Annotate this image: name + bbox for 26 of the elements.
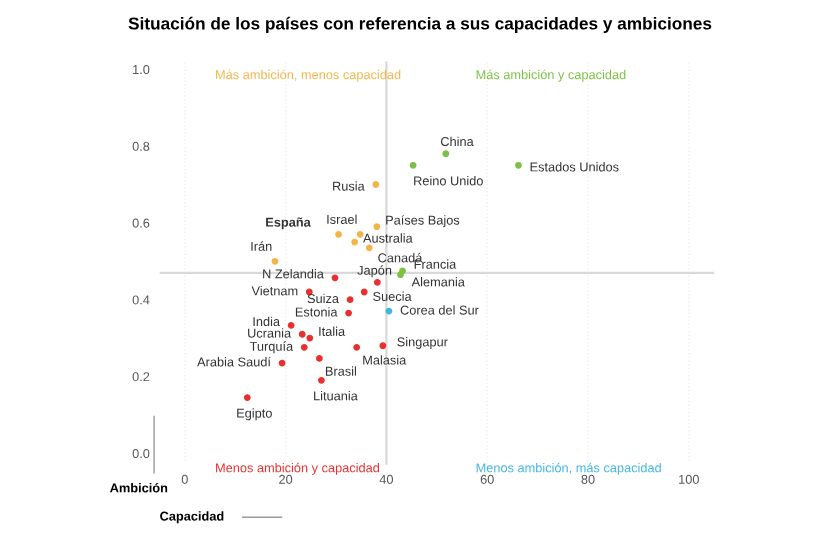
point bbox=[346, 296, 354, 304]
point bbox=[409, 161, 417, 169]
point bbox=[300, 343, 308, 351]
point bbox=[385, 307, 393, 315]
point bbox=[345, 309, 352, 317]
point bbox=[317, 376, 325, 384]
point bbox=[335, 231, 342, 238]
point bbox=[331, 274, 339, 282]
point bbox=[298, 330, 306, 338]
point bbox=[373, 279, 381, 286]
point bbox=[373, 223, 381, 231]
point bbox=[287, 322, 295, 329]
point bbox=[306, 334, 314, 342]
point bbox=[360, 288, 368, 296]
point bbox=[351, 238, 359, 246]
point bbox=[365, 244, 373, 252]
point bbox=[442, 150, 450, 158]
point bbox=[243, 394, 251, 401]
point bbox=[515, 161, 522, 169]
point bbox=[372, 181, 380, 188]
point bbox=[353, 343, 361, 351]
point bbox=[356, 231, 364, 238]
point bbox=[379, 342, 387, 350]
point bbox=[315, 355, 323, 362]
chart-title: Situación de los países con referencia a sus capacidades y ambiciones bbox=[128, 16, 712, 34]
point bbox=[271, 257, 279, 265]
